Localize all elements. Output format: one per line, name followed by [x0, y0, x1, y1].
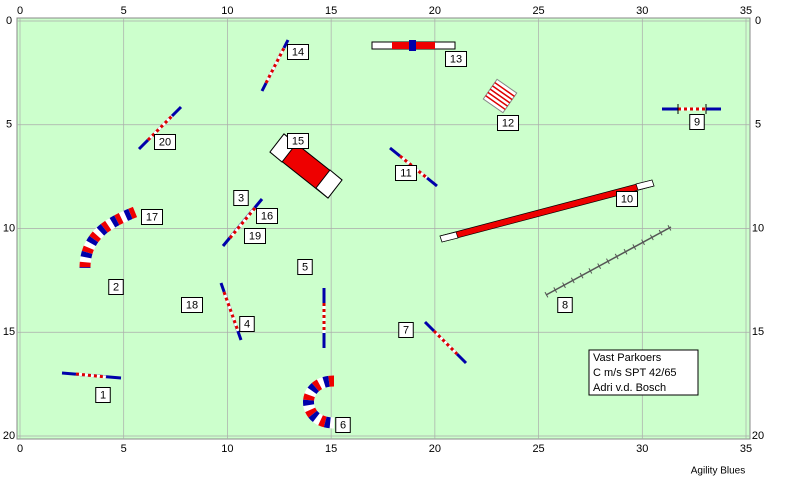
x-tick-label: 35 [740, 5, 752, 17]
obstacle-number: 4 [244, 318, 250, 330]
dog-walk [439, 179, 655, 243]
y-tick-label: 20 [3, 430, 15, 442]
obstacle-number: 13 [450, 53, 462, 65]
tunnel [79, 206, 138, 269]
jump [423, 320, 468, 365]
label-box [557, 297, 573, 313]
label-box [395, 165, 417, 181]
label-box [287, 133, 309, 149]
y-tick-label: 10 [752, 222, 764, 234]
jump [219, 282, 243, 341]
obstacle-number: 20 [159, 136, 171, 148]
label-box [181, 297, 203, 313]
obstacle-number: 9 [694, 116, 700, 128]
y-tick-label: 15 [3, 326, 15, 338]
x-tick-label: 20 [429, 443, 441, 455]
info-line: Adri v.d. Bosch [593, 382, 666, 394]
obstacle-number: 16 [261, 210, 273, 222]
x-tick-label: 25 [532, 5, 544, 17]
a-frame-line [544, 224, 673, 298]
jump [137, 105, 183, 151]
obstacles [61, 39, 721, 429]
label-box [287, 44, 309, 60]
label-box [141, 209, 163, 225]
label-box [239, 316, 255, 332]
y-tick-label: 10 [3, 222, 15, 234]
x-tick-label: 30 [636, 443, 648, 455]
obstacle-number: 14 [292, 46, 304, 58]
info-line: Vast Parkoers [593, 352, 662, 364]
obstacle-number: 3 [238, 192, 244, 204]
x-tick-label: 20 [429, 5, 441, 17]
jump [260, 39, 290, 92]
label-box [335, 417, 351, 433]
x-tick-label: 0 [17, 443, 23, 455]
label-box [497, 115, 519, 131]
obstacle-number: 19 [249, 230, 261, 242]
x-tick-label: 10 [221, 443, 233, 455]
long-jump [371, 40, 456, 51]
obstacle-number: 11 [400, 167, 411, 179]
tunnel [303, 375, 335, 429]
y-tick-label: 20 [752, 430, 764, 442]
x-tick-label: 15 [325, 443, 337, 455]
y-tick-label: 5 [755, 119, 761, 131]
y-tick-label: 15 [752, 326, 764, 338]
y-tick-label: 0 [6, 15, 12, 27]
obstacle-number: 1 [100, 389, 106, 401]
jump [61, 371, 122, 380]
y-tick-label: 0 [755, 15, 761, 27]
obstacle-number: 17 [146, 211, 158, 223]
obstacle-number: 7 [403, 324, 409, 336]
weave-box [482, 78, 518, 114]
label-box [256, 208, 278, 224]
x-tick-label: 0 [17, 5, 23, 17]
obstacle-number: 12 [502, 117, 514, 129]
jump [221, 198, 264, 247]
info-box: Vast Parkoers C m/s SPT 42/65 Adri v.d. … [588, 349, 699, 396]
obstacle-number: 8 [562, 299, 568, 311]
info-line: C m/s SPT 42/65 [593, 367, 677, 379]
y-tick-label: 5 [6, 119, 12, 131]
x-tick-label: 30 [636, 5, 648, 17]
label-box [95, 387, 111, 403]
label-box [244, 228, 266, 244]
x-tick-label: 10 [221, 5, 233, 17]
x-tick-label: 5 [121, 443, 127, 455]
label-box [108, 279, 124, 295]
jump [662, 104, 721, 114]
footer: Agility Blues [691, 466, 745, 477]
label-box [689, 114, 705, 130]
obstacle-number: 5 [302, 261, 308, 273]
x-tick-label: 25 [532, 443, 544, 455]
obstacle-number: 15 [292, 135, 304, 147]
label-box [616, 191, 638, 207]
obstacle-number: 2 [113, 281, 119, 293]
label-box [297, 259, 313, 275]
obstacle-number: 10 [621, 193, 633, 205]
label-box [154, 134, 176, 150]
label-box [398, 322, 414, 338]
obstacle-number: 18 [186, 299, 198, 311]
x-tick-label: 5 [121, 5, 127, 17]
obstacle-number: 6 [340, 419, 346, 431]
x-tick-label: 15 [325, 5, 337, 17]
label-box [445, 51, 467, 67]
label-box [233, 190, 249, 206]
x-tick-label: 35 [740, 443, 752, 455]
